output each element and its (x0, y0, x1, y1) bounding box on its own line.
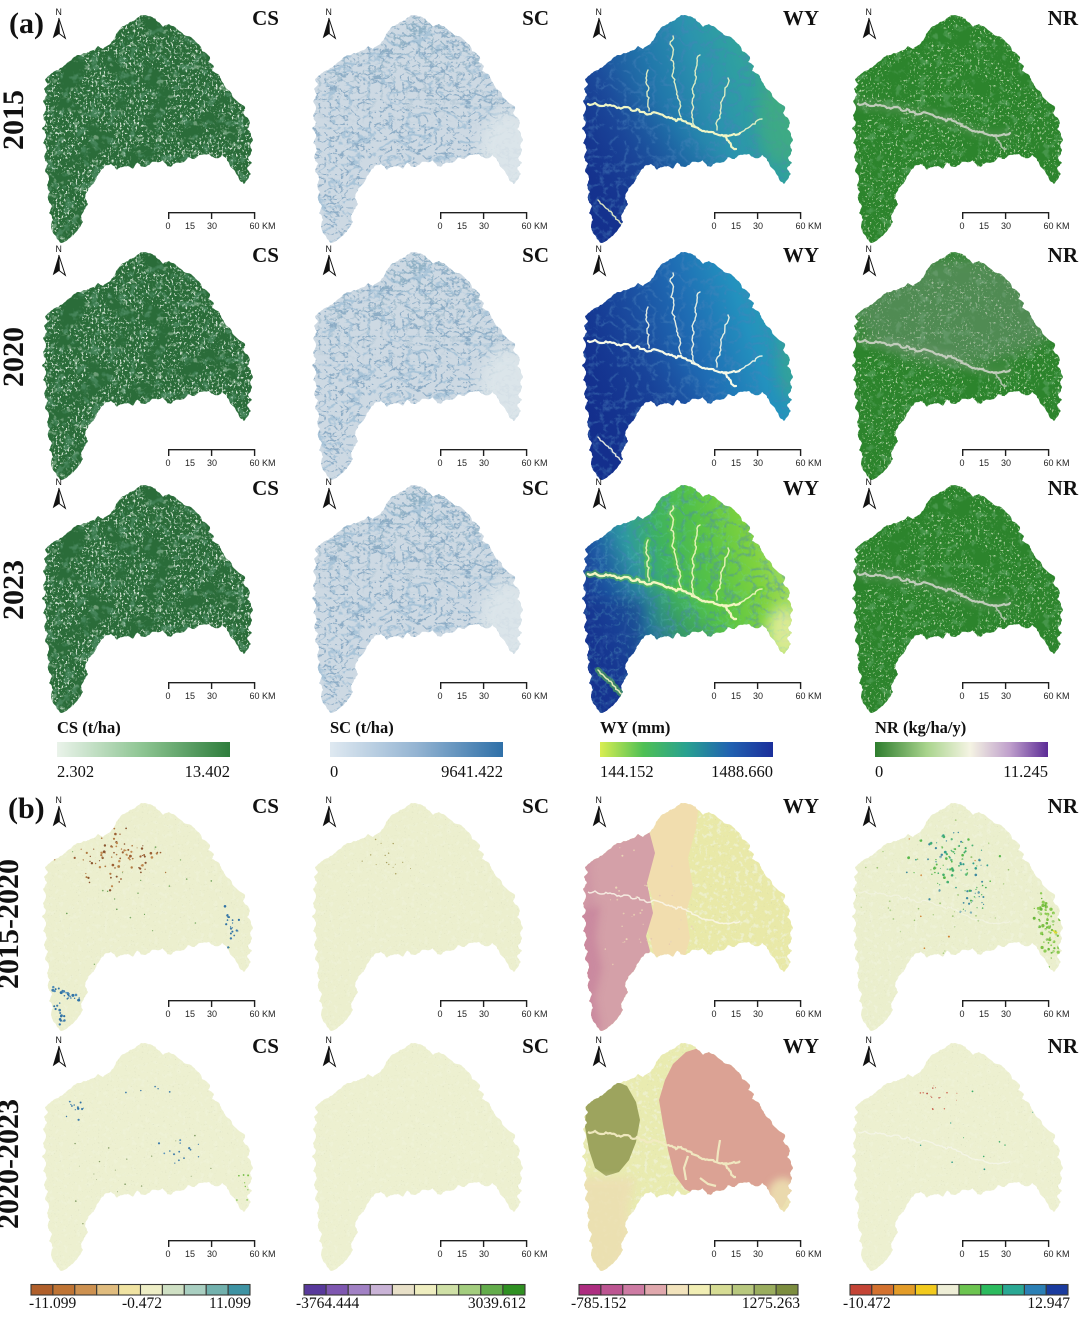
svg-text:2.302: 2.302 (57, 762, 94, 781)
svg-text:NR: NR (1048, 794, 1079, 818)
svg-text:(b): (b) (8, 792, 45, 825)
svg-text:WY: WY (783, 794, 819, 818)
svg-text:SC: SC (522, 476, 549, 500)
svg-text:CS: CS (252, 6, 279, 30)
svg-text:12.947: 12.947 (1027, 1295, 1070, 1312)
svg-text:NR: NR (1048, 476, 1079, 500)
svg-text:2020-2023: 2020-2023 (0, 1099, 25, 1229)
svg-text:WY: WY (783, 476, 819, 500)
svg-text:2020: 2020 (0, 327, 30, 387)
svg-text:CS: CS (252, 1034, 279, 1058)
svg-text:WY: WY (783, 243, 819, 267)
svg-text:144.152: 144.152 (600, 762, 654, 781)
svg-text:CS: CS (252, 794, 279, 818)
svg-text:-0.472: -0.472 (122, 1295, 162, 1312)
svg-text:-785.152: -785.152 (571, 1295, 627, 1312)
svg-text:CS: CS (252, 243, 279, 267)
svg-text:SC: SC (522, 6, 549, 30)
svg-text:-11.099: -11.099 (29, 1295, 76, 1312)
svg-text:SC: SC (522, 1034, 549, 1058)
svg-text:11.099: 11.099 (209, 1295, 251, 1312)
svg-text:1275.263: 1275.263 (742, 1295, 800, 1312)
svg-text:WY (mm): WY (mm) (600, 718, 670, 737)
svg-text:NR: NR (1048, 1034, 1079, 1058)
svg-text:3039.612: 3039.612 (468, 1295, 526, 1312)
svg-text:SC (t/ha): SC (t/ha) (330, 718, 394, 737)
svg-text:(a): (a) (9, 7, 44, 40)
svg-text:NR (kg/ha/y): NR (kg/ha/y) (875, 718, 966, 737)
svg-text:CS: CS (252, 476, 279, 500)
svg-text:0: 0 (875, 762, 883, 781)
svg-text:WY: WY (783, 6, 819, 30)
svg-text:1488.660: 1488.660 (711, 762, 773, 781)
svg-text:CS (t/ha): CS (t/ha) (57, 718, 121, 737)
svg-text:-10.472: -10.472 (843, 1295, 891, 1312)
svg-text:2023: 2023 (0, 560, 30, 620)
svg-text:11.245: 11.245 (1003, 762, 1048, 781)
svg-text:WY: WY (783, 1034, 819, 1058)
svg-text:SC: SC (522, 243, 549, 267)
svg-text:SC: SC (522, 794, 549, 818)
svg-text:NR: NR (1048, 6, 1079, 30)
svg-text:-3764.444: -3764.444 (296, 1295, 360, 1312)
svg-text:2015-2020: 2015-2020 (0, 859, 25, 989)
svg-text:NR: NR (1048, 243, 1079, 267)
svg-text:0: 0 (330, 762, 338, 781)
svg-text:2015: 2015 (0, 90, 30, 150)
svg-text:13.402: 13.402 (185, 762, 230, 781)
svg-text:9641.422: 9641.422 (441, 762, 503, 781)
